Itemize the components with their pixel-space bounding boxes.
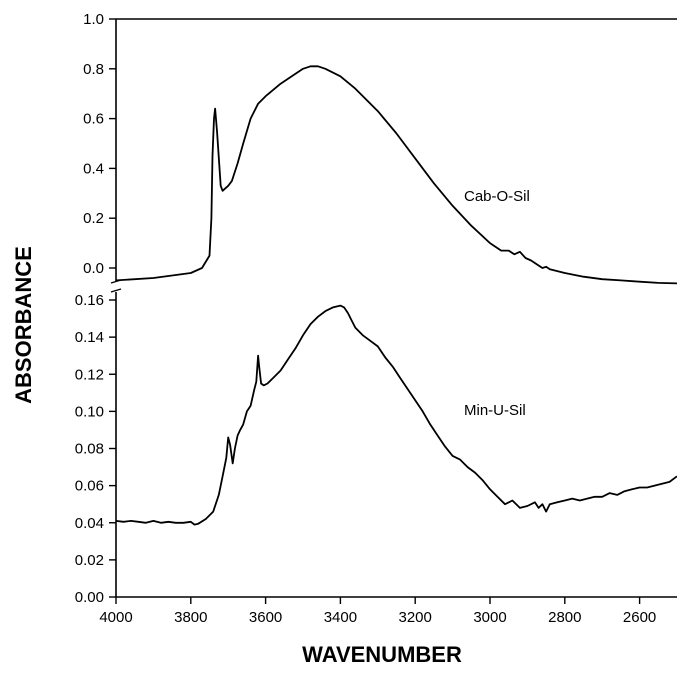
series-line-cab-o-sil [115,65,677,285]
y-tick-label-upper: 0.2 [83,210,104,227]
series-line-min-u-sil [115,304,677,526]
y-tick-label-lower: 0.16 [75,292,104,309]
axis-break-mark [110,288,122,293]
y-tick-label-lower: 0.00 [75,589,104,606]
x-tick-label: 4000 [99,609,132,626]
x-axis-title: WAVENUMBER [302,642,462,667]
y-tick-label-lower: 0.12 [75,366,104,383]
upper-panel-cab-o-sil: 0.0 0.2 0.4 0.6 0.8 1.0 Cab-O-Sil [83,11,677,285]
x-tick-label: 3200 [399,609,432,626]
y-tick-label-upper: 0.8 [83,61,104,78]
series-label-min-u-sil: Min-U-Sil [464,402,526,419]
y-tick-label-lower: 0.14 [75,329,104,346]
y-tick-label-lower: 0.08 [75,441,104,458]
y-axis-break [110,279,122,293]
x-tick-label: 3800 [174,609,207,626]
lower-panel-min-u-sil: 0.00 0.02 0.04 0.06 0.08 0.10 0.12 0.14 0.16 4000… [75,292,677,626]
y-tick-label-lower: 0.10 [75,403,104,420]
y-axis-title: ABSORBANCE [11,246,36,404]
x-tick-label: 2800 [548,609,581,626]
axis-break-mark [110,279,122,284]
y-tick-label-lower: 0.06 [75,478,104,495]
x-tick-label: 2600 [623,609,656,626]
y-tick-label-lower: 0.04 [75,515,104,532]
y-tick-label-upper: 0.0 [83,260,104,277]
x-tick-label: 3000 [473,609,506,626]
x-tick-label: 3600 [249,609,282,626]
y-tick-label-lower: 0.02 [75,552,104,569]
y-tick-label-upper: 1.0 [83,11,104,28]
y-tick-label-upper: 0.4 [83,160,104,177]
series-label-cab-o-sil: Cab-O-Sil [464,188,530,205]
x-tick-label: 3400 [324,609,357,626]
y-tick-label-upper: 0.6 [83,111,104,128]
